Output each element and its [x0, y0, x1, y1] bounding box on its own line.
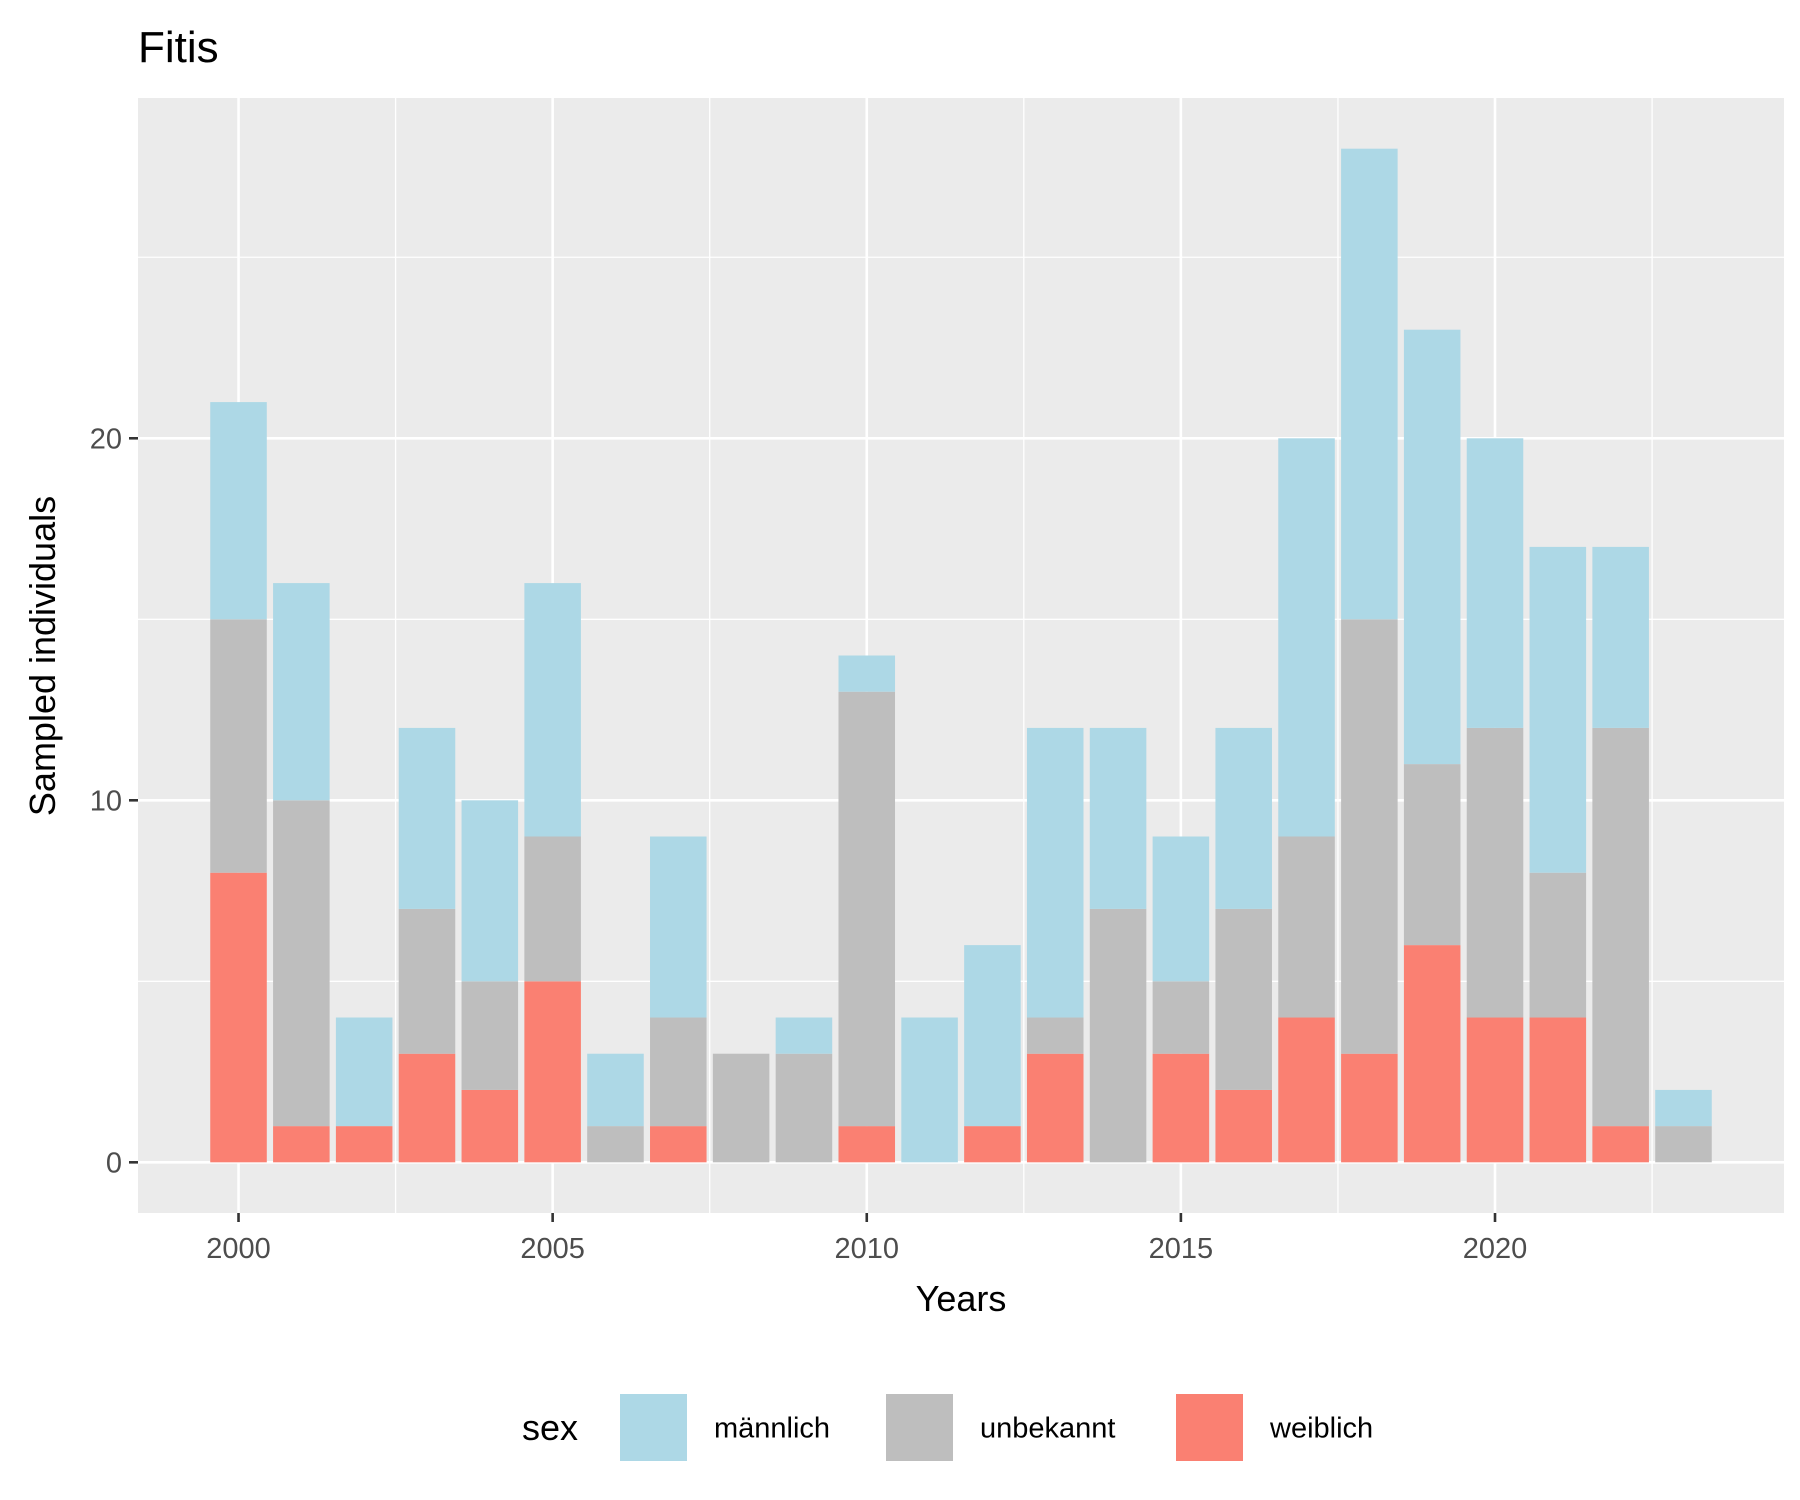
- bar-segment: [524, 836, 581, 982]
- bar-segment: [587, 1126, 644, 1163]
- bar-segment: [273, 800, 330, 1127]
- bar-segment: [1152, 981, 1210, 1054]
- bar-segment: [1529, 872, 1587, 1018]
- bar-segment: [1341, 1053, 1398, 1163]
- bar-segment: [1026, 727, 1084, 1018]
- legend-label: unbekannt: [980, 1413, 1115, 1445]
- bar-segment: [1152, 1053, 1210, 1163]
- x-tick-label: 2010: [835, 1233, 900, 1265]
- y-axis: 0 10 20: [90, 423, 138, 1179]
- legend-title: sex: [522, 1407, 578, 1448]
- bar-segment: [1215, 727, 1272, 909]
- bar-segment: [1089, 727, 1147, 909]
- bar-segment: [1403, 764, 1461, 946]
- bar-segment: [524, 981, 581, 1163]
- bar-segment: [1278, 438, 1335, 837]
- bar-segment: [964, 945, 1021, 1127]
- bar-segment: [838, 691, 896, 1127]
- x-tick-label: 2015: [1149, 1233, 1214, 1265]
- bar-segment: [1089, 908, 1147, 1163]
- bar-segment: [1215, 1089, 1272, 1163]
- legend-key: [618, 1392, 689, 1463]
- bar-segment: [210, 619, 267, 873]
- bar-segment: [524, 583, 581, 837]
- bar-segment: [335, 1126, 393, 1163]
- x-axis: 2000 2005 2010 2015 2020: [206, 1213, 1527, 1265]
- bars: [210, 148, 1712, 1163]
- bar-segment: [461, 981, 519, 1090]
- y-tick-label: 20: [90, 423, 122, 455]
- bar-segment: [335, 1017, 393, 1127]
- bar-segment: [1341, 148, 1398, 620]
- x-axis-title: Years: [916, 1278, 1007, 1319]
- bar-segment: [650, 1126, 707, 1163]
- bar-segment: [461, 1089, 519, 1163]
- y-tick-label: 0: [106, 1147, 122, 1179]
- bar-segment: [398, 1053, 456, 1163]
- bar-segment: [461, 800, 519, 982]
- bar-segment: [775, 1053, 833, 1163]
- legend-key: [884, 1392, 955, 1463]
- bar-segment: [587, 1053, 644, 1127]
- bar-segment: [1152, 836, 1210, 982]
- bar-segment: [273, 1126, 330, 1163]
- bar-segment: [1655, 1089, 1712, 1127]
- bar-segment: [712, 1053, 770, 1163]
- chart-title: Fitis: [138, 23, 219, 72]
- bar-segment: [1655, 1126, 1712, 1163]
- bar-segment: [1529, 546, 1587, 873]
- bar-segment: [1592, 727, 1649, 1127]
- bar-segment: [650, 836, 707, 1018]
- bar-segment: [964, 1126, 1021, 1163]
- y-axis-title: Sampled individuals: [22, 496, 63, 816]
- bar-segment: [1341, 619, 1398, 1054]
- bar-segment: [1466, 438, 1524, 728]
- bar-segment: [1403, 945, 1461, 1163]
- bar-segment: [775, 1017, 833, 1054]
- bar-segment: [1215, 908, 1272, 1090]
- bar-segment: [901, 1017, 958, 1163]
- bar-segment: [1466, 1017, 1524, 1163]
- bar-segment: [838, 655, 896, 692]
- bar-segment: [1026, 1053, 1084, 1163]
- bar-segment: [1026, 1017, 1084, 1054]
- bar-segment: [838, 1126, 896, 1163]
- bar-segment: [210, 402, 267, 620]
- bar-segment: [1278, 1017, 1335, 1163]
- bar-segment: [1466, 727, 1524, 1018]
- legend-label: weiblich: [1269, 1413, 1373, 1445]
- bar-segment: [1278, 836, 1335, 1018]
- bar-segment: [1529, 1017, 1587, 1163]
- x-tick-label: 2000: [206, 1233, 271, 1265]
- x-tick-label: 2005: [520, 1233, 585, 1265]
- bar-segment: [398, 908, 456, 1054]
- legend: sex männlich unbekannt weiblich: [522, 1392, 1373, 1463]
- bar-segment: [1592, 1126, 1649, 1163]
- bar-segment: [650, 1017, 707, 1127]
- bar-segment: [1403, 329, 1461, 765]
- bar-segment: [1592, 546, 1649, 728]
- x-tick-label: 2020: [1463, 1233, 1528, 1265]
- legend-key: [1174, 1392, 1245, 1463]
- bar-segment: [398, 727, 456, 909]
- bar-segment: [210, 872, 267, 1163]
- legend-label: männlich: [714, 1413, 830, 1445]
- y-tick-label: 10: [90, 785, 122, 817]
- bar-segment: [273, 583, 330, 801]
